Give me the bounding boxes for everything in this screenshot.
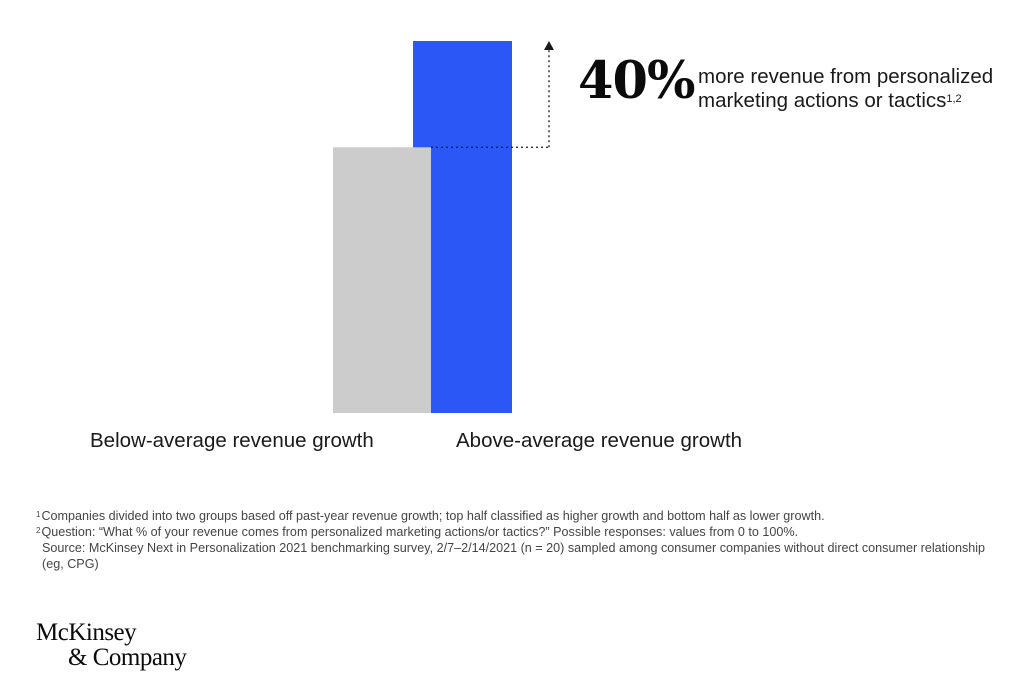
callout-superscript: 1,2 <box>946 93 962 105</box>
logo-line-1: McKinsey <box>36 619 137 646</box>
category-label-below-average: Below-average revenue growth <box>90 429 374 452</box>
annotation-arrow <box>431 41 554 148</box>
logo-line-2: & Company <box>68 644 187 671</box>
mckinsey-logo: McKinsey & Company <box>36 619 187 671</box>
footnote-text-1: Companies divided into two groups based … <box>41 509 825 523</box>
footnote-2: 2Question: “What % of your revenue comes… <box>36 524 996 540</box>
footnote-marker-1: 1 <box>36 510 41 519</box>
category-label-above-average: Above-average revenue growth <box>456 429 743 452</box>
callout-value: 40% <box>578 51 695 111</box>
callout-text-body: more revenue from personalized marketing… <box>698 65 994 112</box>
footnotes: 1Companies divided into two groups based… <box>36 508 996 572</box>
bar-chart <box>333 41 554 414</box>
footnote-text-2: Question: “What % of your revenue comes … <box>41 525 799 539</box>
callout-text: more revenue from personalized marketing… <box>698 65 1018 113</box>
footnote-marker-2: 2 <box>36 526 41 535</box>
source-note: Source: McKinsey Next in Personalization… <box>42 541 986 571</box>
arrow-head-icon <box>544 41 554 50</box>
bar-below-average <box>333 147 431 414</box>
bars-layer <box>333 41 512 414</box>
footnote-1: 1Companies divided into two groups based… <box>36 508 996 524</box>
